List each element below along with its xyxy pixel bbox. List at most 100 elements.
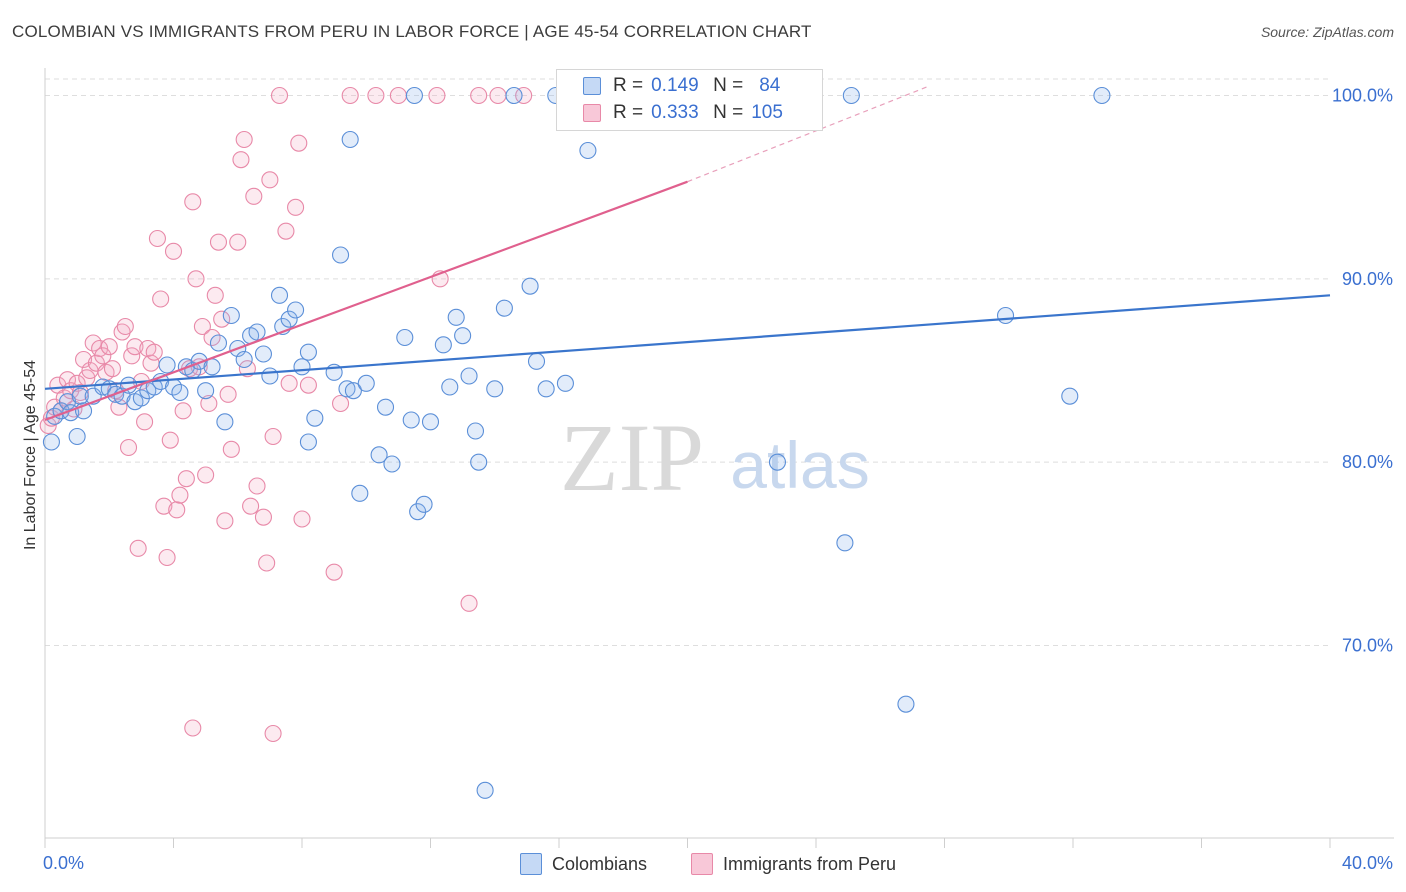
bottom-legend-colombians: Colombians	[520, 852, 647, 876]
bottom-legend-swatch-colombians	[520, 853, 542, 875]
scatter-point	[299, 343, 317, 361]
scatter-point	[383, 455, 401, 473]
legend-n-value: 84	[759, 75, 781, 96]
scatter-point	[470, 86, 488, 105]
scatter-point	[325, 563, 343, 581]
scatter-point	[556, 374, 574, 392]
scatter-point	[341, 86, 359, 105]
scatter-point	[331, 394, 350, 413]
trend-lines	[44, 85, 1331, 422]
scatter-point	[232, 151, 250, 169]
scatter-point	[287, 198, 305, 216]
bottom-legend-label-peru: Immigrants from Peru	[723, 853, 897, 874]
scatter-point	[242, 497, 260, 515]
scatter-point	[261, 171, 279, 189]
scatter-point	[357, 374, 375, 392]
scatter-point	[187, 270, 205, 288]
scatter-point	[466, 422, 485, 440]
scatter-point	[222, 306, 240, 325]
scatter-point	[238, 360, 256, 378]
scatter-point	[299, 433, 317, 451]
scatter-point	[367, 86, 385, 105]
scatter-point	[155, 497, 173, 515]
scatter-point	[428, 86, 446, 105]
bottom-legend-label-colombians: Colombians	[552, 853, 648, 874]
y-tick-label: 70.0%	[1342, 636, 1393, 656]
scatter-point	[174, 402, 192, 420]
scatter-point	[306, 409, 324, 427]
legend-swatch-colombians	[583, 77, 601, 95]
scatter-point	[287, 301, 305, 319]
scatter-point	[264, 724, 282, 743]
scatter-point	[261, 367, 279, 385]
scatter-point	[290, 134, 308, 152]
legend-swatch-peru	[583, 104, 601, 122]
scatter-point	[495, 299, 513, 317]
y-axis-label: In Labor Force | Age 45-54	[22, 360, 39, 550]
scatter-point	[280, 310, 298, 328]
trend-line-peru-extension	[687, 85, 929, 183]
scatter-point	[441, 378, 459, 396]
watermark: ZIP atlas	[560, 404, 870, 511]
scatter-point	[222, 440, 240, 458]
scatter-point	[75, 350, 93, 369]
scatter-point	[148, 229, 166, 248]
scatter-point	[100, 338, 118, 356]
scatter-point	[197, 382, 215, 400]
scatter-point	[299, 376, 317, 394]
scatter-point	[293, 358, 311, 376]
scatter-point	[245, 187, 263, 205]
scatter-point	[486, 380, 504, 398]
scatter-point	[434, 336, 452, 354]
scatter-point	[216, 512, 234, 530]
source-label: Source: ZipAtlas.com	[1260, 24, 1394, 40]
scatter-point	[126, 338, 144, 356]
scatter-point	[171, 486, 189, 504]
scatter-point	[171, 383, 189, 402]
scatter-point	[193, 317, 211, 336]
scatter-point	[579, 141, 597, 160]
scatter-point	[209, 334, 228, 352]
scatter-point	[229, 233, 247, 251]
scatter-point	[254, 508, 273, 526]
scatter-point	[415, 495, 433, 513]
scatter-point	[42, 433, 60, 451]
legend-n-label: N =	[713, 102, 744, 123]
trend-line-peru	[44, 180, 688, 422]
legend-row-colombians: R = 0.149 N = 84	[583, 74, 780, 98]
x-tick-label-start: 0.0%	[43, 853, 84, 873]
scatter-point	[235, 130, 253, 149]
scatter-point	[476, 781, 494, 799]
scatter-point	[152, 290, 170, 308]
scatter-point	[396, 328, 414, 347]
scatter-point	[158, 548, 176, 567]
scatter-point	[164, 242, 183, 260]
scatter-point	[270, 86, 289, 105]
scatter-point	[293, 510, 311, 528]
scatter-point	[184, 719, 202, 737]
scatter-point	[515, 86, 533, 105]
scatter-point	[996, 306, 1015, 325]
axis-layer	[44, 68, 1394, 848]
y-tick-label: 80.0%	[1342, 452, 1393, 472]
legend-n-label: N =	[713, 75, 744, 96]
scatter-point	[521, 277, 539, 295]
scatter-point	[489, 86, 507, 105]
scatter-point	[897, 695, 915, 713]
axis-labels: 70.0% 80.0% 90.0% 100.0% 0.0% 40.0% In Labor F…	[22, 86, 1393, 874]
scatter-point	[58, 393, 77, 411]
scatter-point	[248, 323, 266, 341]
scatter-point	[470, 453, 488, 471]
scatter-point	[376, 398, 395, 416]
watermark-atlas: atlas	[730, 428, 869, 502]
scatter-point	[341, 130, 359, 149]
scatter-point	[842, 86, 860, 105]
bottom-legend-peru: Immigrants from Peru	[691, 852, 896, 876]
scatter-point	[258, 554, 276, 572]
scatter-point	[389, 86, 407, 105]
scatter-point	[129, 539, 147, 557]
scatter-point	[527, 352, 546, 370]
scatter-point	[213, 310, 231, 328]
scatter-point	[1061, 387, 1079, 405]
scatter-point	[280, 374, 298, 392]
